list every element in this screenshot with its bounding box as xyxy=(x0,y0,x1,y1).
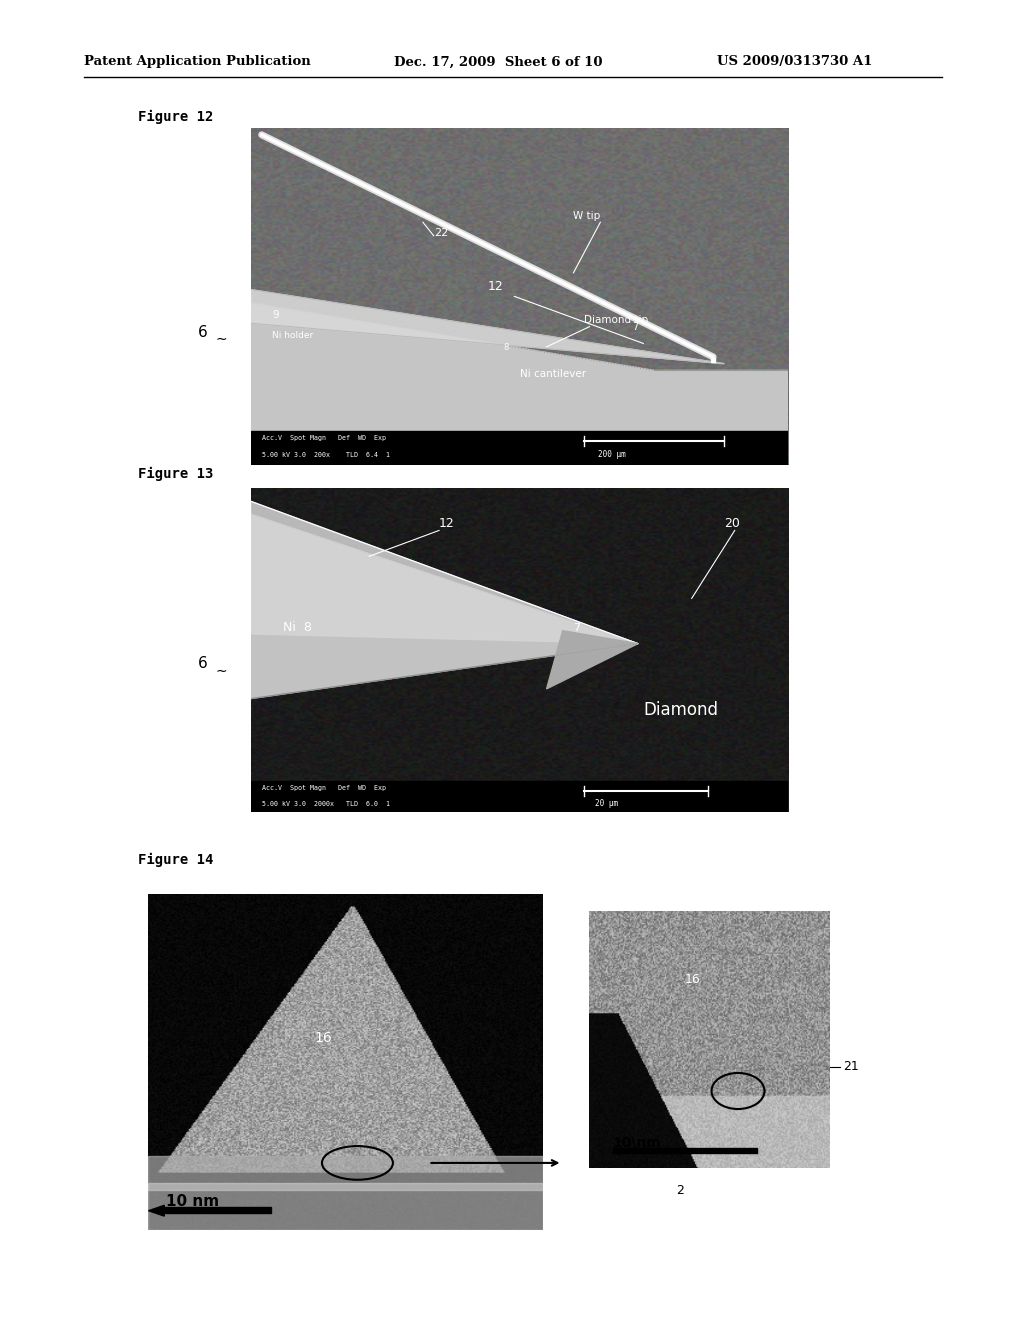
Text: Figure 14: Figure 14 xyxy=(138,853,214,867)
Text: Figure 13: Figure 13 xyxy=(138,467,214,482)
Text: 12: 12 xyxy=(487,280,503,293)
Text: W tip: W tip xyxy=(573,211,601,220)
Text: 20: 20 xyxy=(724,517,740,531)
Text: 8: 8 xyxy=(504,343,509,352)
Polygon shape xyxy=(612,1147,757,1152)
Text: 200 μm: 200 μm xyxy=(598,450,626,459)
Polygon shape xyxy=(251,781,788,812)
Polygon shape xyxy=(251,304,788,465)
Text: 21: 21 xyxy=(843,1060,858,1073)
Polygon shape xyxy=(251,502,638,644)
Text: 10 nm: 10 nm xyxy=(166,1193,219,1209)
Polygon shape xyxy=(164,1208,270,1213)
Text: 22: 22 xyxy=(434,228,447,238)
Text: Diamond: Diamond xyxy=(643,701,718,719)
Text: 16: 16 xyxy=(314,1031,332,1044)
Text: 5.00 kV 3.0  2000x   TLD  6.0  1: 5.00 kV 3.0 2000x TLD 6.0 1 xyxy=(262,801,389,807)
Polygon shape xyxy=(148,1156,543,1189)
Text: 6: 6 xyxy=(198,656,208,672)
Polygon shape xyxy=(251,289,724,363)
Polygon shape xyxy=(251,515,638,698)
Text: 7: 7 xyxy=(633,322,639,333)
Text: 9: 9 xyxy=(272,310,279,321)
Text: 10\nm: 10\nm xyxy=(612,1135,662,1150)
Text: Ni cantilever: Ni cantilever xyxy=(520,370,586,379)
Text: Ni  8: Ni 8 xyxy=(283,620,312,634)
Polygon shape xyxy=(251,430,788,465)
Polygon shape xyxy=(547,631,638,689)
Text: 5.00 kV 3.0  200x    TLD  6.4  1: 5.00 kV 3.0 200x TLD 6.4 1 xyxy=(262,453,389,458)
Text: US 2009/0313730 A1: US 2009/0313730 A1 xyxy=(717,55,872,69)
Text: 7: 7 xyxy=(573,623,581,632)
Text: 6: 6 xyxy=(198,325,208,341)
Text: Patent Application Publication: Patent Application Publication xyxy=(84,55,310,69)
Polygon shape xyxy=(148,1205,164,1216)
Text: Diamond tip: Diamond tip xyxy=(584,315,648,325)
Text: Acc.V  Spot Magn   Def  WD  Exp: Acc.V Spot Magn Def WD Exp xyxy=(262,436,386,441)
Text: ∼: ∼ xyxy=(215,664,226,677)
Text: 2: 2 xyxy=(676,1184,684,1197)
Text: 16: 16 xyxy=(685,973,700,986)
Polygon shape xyxy=(148,1183,543,1230)
Text: 20 μm: 20 μm xyxy=(595,799,618,808)
Text: Dec. 17, 2009  Sheet 6 of 10: Dec. 17, 2009 Sheet 6 of 10 xyxy=(394,55,603,69)
Text: 12: 12 xyxy=(439,517,455,531)
Text: Acc.V  Spot Magn   Def  WD  Exp: Acc.V Spot Magn Def WD Exp xyxy=(262,785,386,791)
Text: Figure 12: Figure 12 xyxy=(138,110,214,124)
Text: Ni holder: Ni holder xyxy=(272,331,313,341)
Text: ∼: ∼ xyxy=(215,333,226,346)
